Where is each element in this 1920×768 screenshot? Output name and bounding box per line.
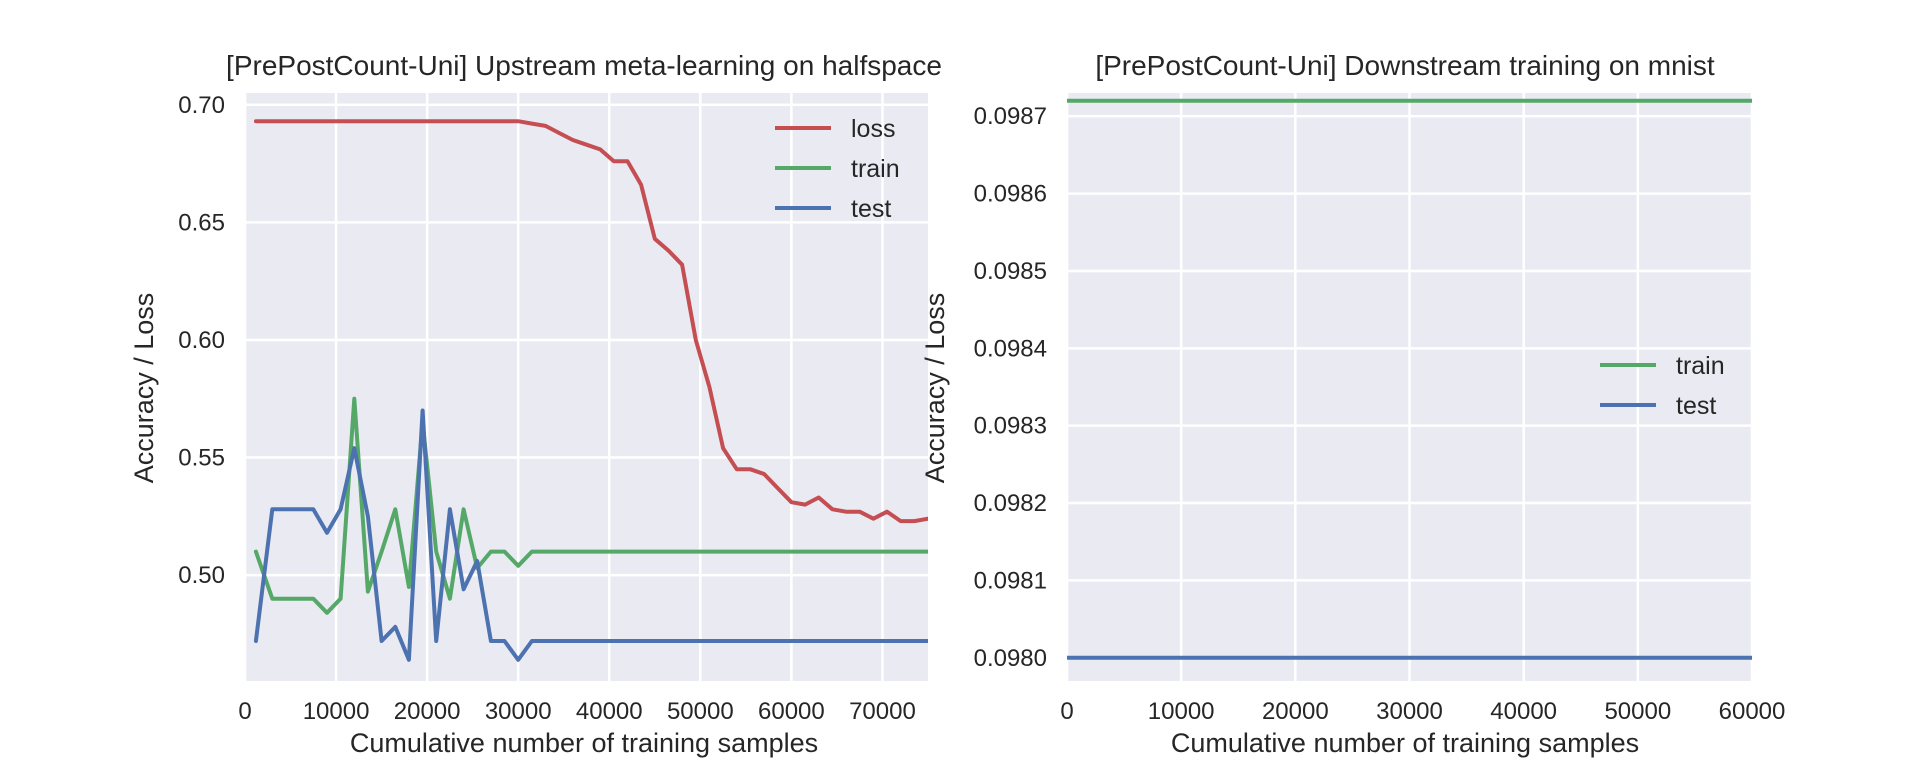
y-tick-label: 0.0985	[974, 258, 1047, 285]
downstream-chart: [PrePostCount-Uni] Downstream training o…	[920, 50, 1785, 758]
x-tick-label: 40000	[576, 698, 643, 725]
series-line-train	[253, 396, 928, 615]
y-tick-label: 0.0984	[974, 335, 1047, 362]
x-tick-label: 10000	[303, 698, 370, 725]
x-tick-label: 70000	[849, 698, 916, 725]
y-tick-label: 0.50	[178, 562, 225, 589]
x-tick-label: 30000	[1376, 698, 1443, 725]
series-line-loss	[253, 119, 928, 524]
x-tick-label: 60000	[1719, 698, 1786, 725]
x-tick-label: 20000	[1262, 698, 1329, 725]
x-axis-label: Cumulative number of training samples	[350, 728, 818, 758]
legend-label-test: test	[851, 195, 891, 223]
y-tick-label: 0.0982	[974, 490, 1047, 517]
y-tick-label: 0.0987	[974, 103, 1047, 130]
y-tick-label: 0.60	[178, 327, 225, 354]
legend-label-test: test	[1676, 392, 1716, 420]
x-tick-label: 50000	[667, 698, 734, 725]
x-tick-label: 60000	[758, 698, 825, 725]
upstream-chart: [PrePostCount-Uni] Upstream meta-learnin…	[129, 50, 942, 758]
y-tick-label: 0.0980	[974, 645, 1047, 672]
x-tick-label: 50000	[1604, 698, 1671, 725]
y-tick-label: 0.0981	[974, 567, 1047, 594]
x-tick-label: 0	[1060, 698, 1073, 725]
legend-label-train: train	[1676, 352, 1725, 380]
y-tick-label: 0.55	[178, 445, 225, 472]
y-axis-label: Accuracy / Loss	[920, 293, 950, 484]
legend-label-loss: loss	[851, 115, 895, 143]
y-axis-label: Accuracy / Loss	[129, 293, 159, 484]
y-tick-label: 0.70	[178, 92, 225, 119]
x-tick-label: 0	[238, 698, 251, 725]
x-tick-label: 10000	[1148, 698, 1215, 725]
x-tick-label: 20000	[394, 698, 461, 725]
plot-area	[245, 93, 928, 681]
x-axis-label: Cumulative number of training samples	[1171, 728, 1639, 758]
y-tick-label: 0.0983	[974, 413, 1047, 440]
chart-title: [PrePostCount-Uni] Downstream training o…	[1095, 50, 1715, 81]
chart-title: [PrePostCount-Uni] Upstream meta-learnin…	[226, 50, 942, 81]
x-tick-label: 40000	[1490, 698, 1557, 725]
y-tick-label: 0.0986	[974, 181, 1047, 208]
y-tick-label: 0.65	[178, 209, 225, 236]
series-line-test	[253, 408, 928, 662]
legend-label-train: train	[851, 155, 900, 183]
x-tick-label: 30000	[485, 698, 552, 725]
